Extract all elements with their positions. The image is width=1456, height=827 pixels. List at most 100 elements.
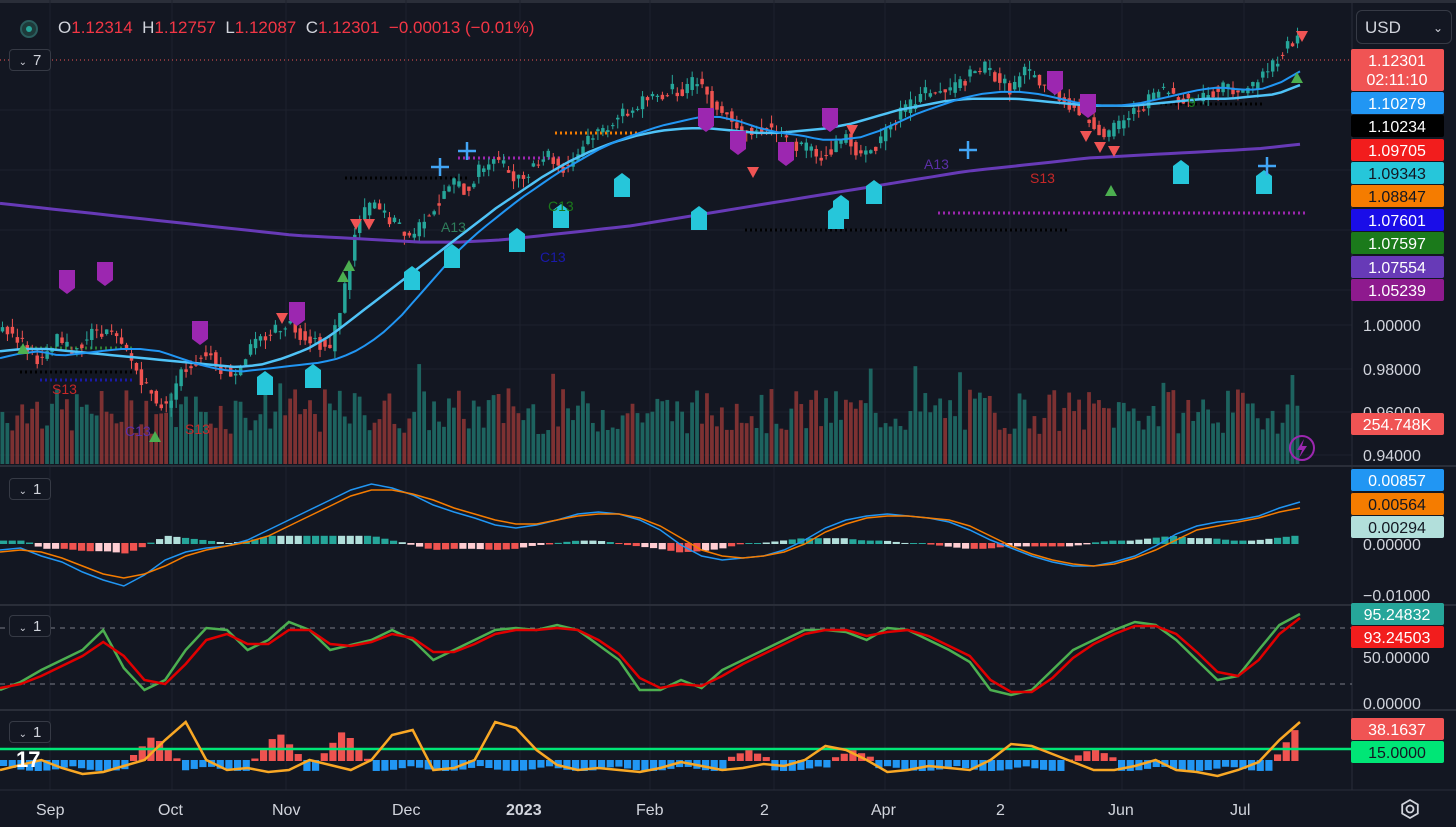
candle-body [387,217,392,225]
volume-bar [625,413,630,464]
adx-bar [840,753,848,761]
market-status-icon[interactable] [20,19,38,38]
candle-body [273,324,278,333]
volume-bar [447,398,451,464]
macd-bar [251,539,259,544]
macd-bar [884,540,892,544]
annotation-c13: C13 [125,423,151,439]
macd-bar [918,543,926,544]
candle-body [814,148,818,157]
candle-body [1231,87,1235,95]
volume-bar [997,429,1002,464]
macd-bar [563,541,571,544]
macd-histogram [0,535,1299,554]
candle-body [730,111,734,122]
macd-bar [208,540,216,544]
macd-bar [710,543,718,550]
volume-bar [640,422,645,464]
candle-body [1057,90,1062,101]
currency-select[interactable]: USD ⌄ [1356,10,1452,44]
price-tag-bg [1351,603,1444,625]
signal-triangle [337,271,349,282]
close-label: C [305,18,318,37]
macd-bar [927,543,935,545]
volume-bar [590,422,595,464]
adx-bar [563,760,571,770]
volume-bar [184,396,188,464]
volume-bar [1270,410,1275,464]
macd-bar [86,543,94,552]
macd-bar [320,535,328,544]
time-label: Nov [272,802,300,819]
adx-bar [1092,748,1100,761]
volume-bar [273,411,278,464]
volume-bar [476,406,481,464]
lightning-icon[interactable] [1289,435,1315,461]
candle-body [1280,54,1285,56]
macd-bar [979,543,987,549]
annotation-c13: C13 [548,198,574,214]
adx-bar [797,760,805,770]
macd-bar [364,535,372,544]
macd-bar [632,543,640,547]
candle-body [978,70,982,73]
volume-bar [1201,399,1206,464]
annotation-nine: 9 [1188,94,1196,110]
candle-body [1022,66,1027,76]
candle-body [1037,74,1042,86]
candle-body [397,222,402,224]
signal-triangle [747,167,759,178]
volume-bar [566,408,570,464]
volume-bar [303,409,307,464]
volume-bar [784,429,789,464]
volume-bar [1042,417,1047,464]
volume-bar [511,406,516,464]
macd-bar [1066,543,1074,547]
macd-bar [1135,539,1143,544]
macd-bar [1265,538,1273,544]
candle-body [804,142,809,151]
macd-bar [875,540,883,544]
macd-bar [424,543,432,549]
adx-pane-toggle[interactable]: ⌄ 1 [9,721,51,743]
volume-bar [1206,409,1210,464]
price-axis[interactable]: 1.00000 0.98000 0.96000 0.94000 0.00000 … [1363,318,1430,713]
price-tag-bg [1351,493,1444,515]
adx-bar [996,760,1004,771]
candle-body [353,234,357,261]
macd-bar [719,543,727,549]
adx-bar [173,758,181,761]
candle-body [1275,63,1280,67]
indicators-toggle[interactable]: ⌄ 7 [9,49,51,71]
macd-bar [823,538,831,544]
stoch-pane-toggle[interactable]: ⌄ 1 [9,615,51,637]
adx-bar [710,760,718,771]
volume-bar [1126,411,1131,464]
macd-tag: 0.00294 [1351,516,1444,538]
signal-triangle [1108,146,1120,157]
candle-body [154,390,159,404]
macd-bar [17,540,25,544]
adx-bar [476,760,484,767]
volume-bar [680,411,685,464]
macd-bar [780,540,788,544]
volume-bar [506,388,511,464]
settings-gear-icon[interactable] [1398,797,1422,821]
candle-body [392,217,397,222]
candle-body [660,94,665,100]
macd-bar [130,543,138,551]
candle-body [1201,92,1205,102]
candle-body [1156,91,1161,98]
candle-body [1042,84,1047,86]
candle-body [635,108,640,110]
price-tag-bg [1351,185,1444,207]
candle-body [303,331,307,341]
volume-bar [992,412,997,464]
volume-bar [710,415,714,464]
time-axis[interactable]: Sep Oct Nov Dec 2023 Feb 2 Apr 2 Jun Jul [36,802,1250,819]
volume-bar [1275,433,1280,464]
macd-pane-toggle[interactable]: ⌄ 1 [9,478,51,500]
candle-body [283,328,288,330]
volume-bar [30,408,35,464]
